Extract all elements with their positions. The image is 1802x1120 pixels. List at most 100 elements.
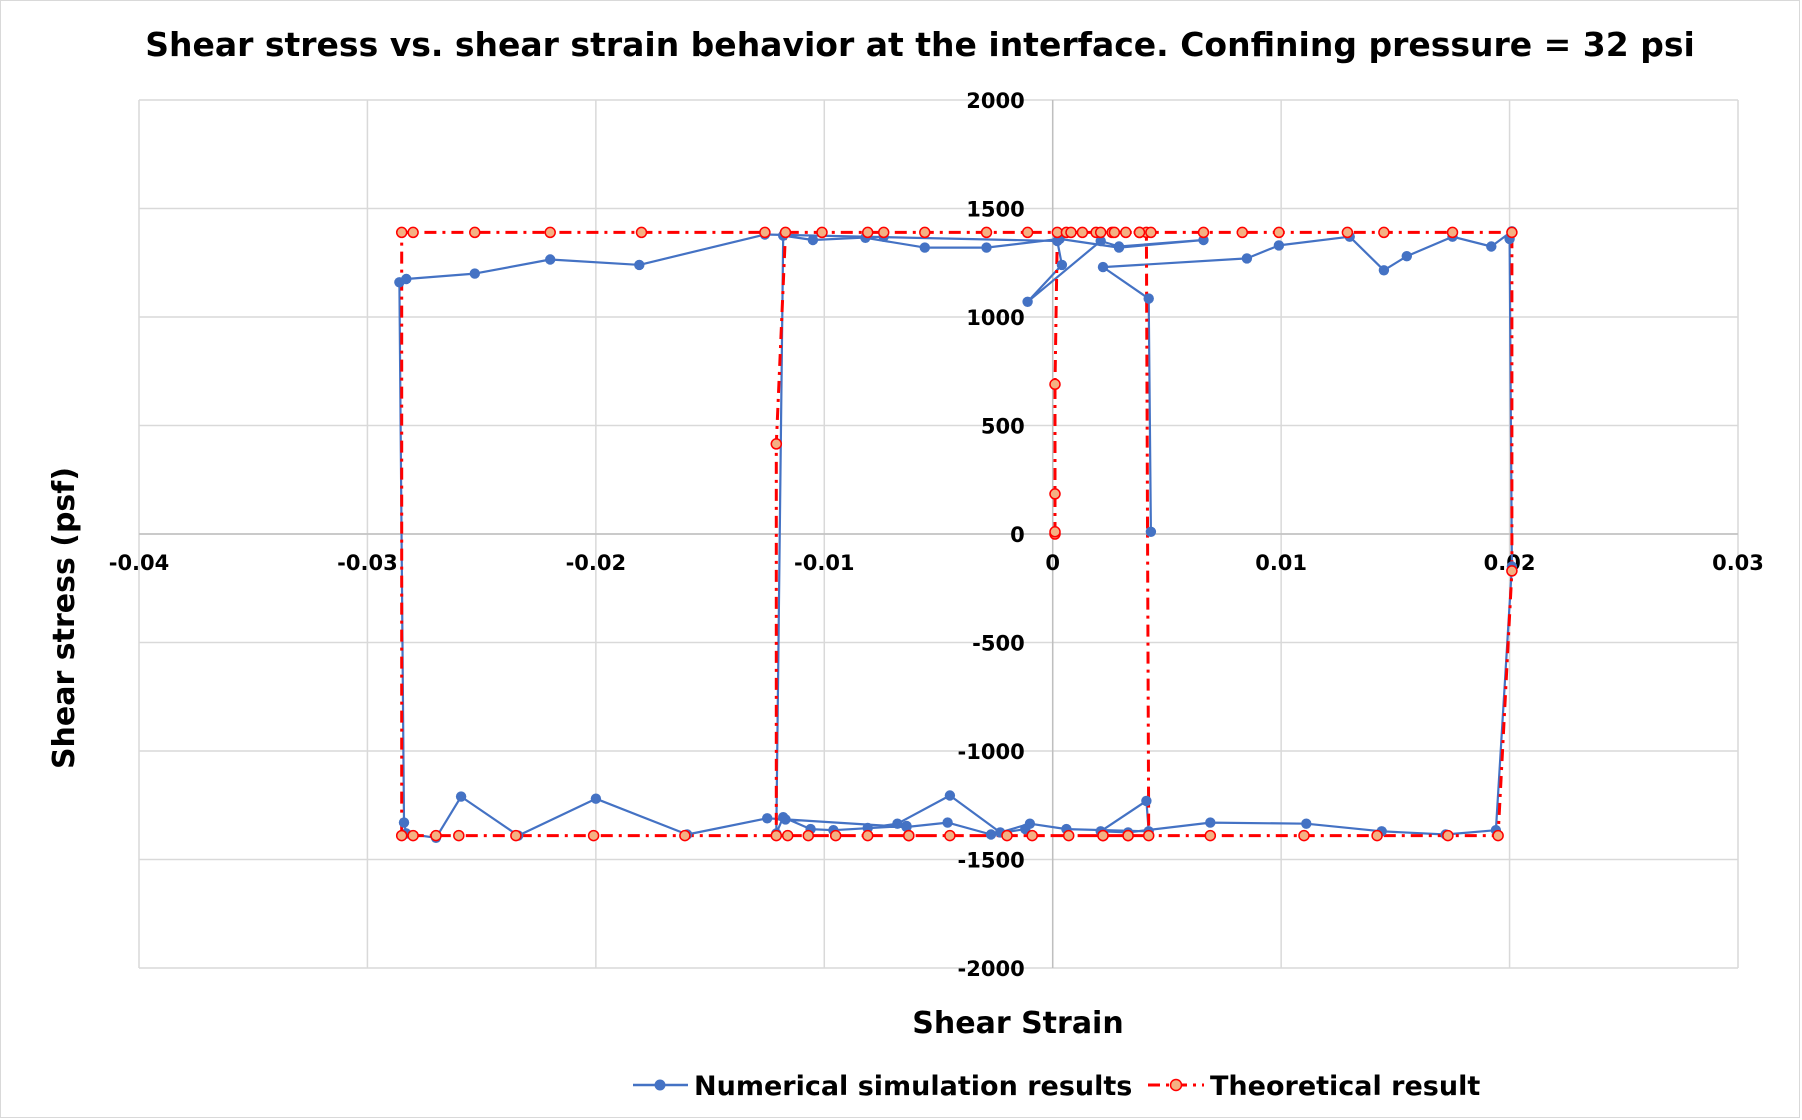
numerical-point <box>1143 293 1154 304</box>
theoretical-point <box>1236 226 1249 239</box>
theoretical-point <box>1506 565 1518 577</box>
theoretical-point <box>759 226 771 239</box>
numerical-point <box>919 242 930 253</box>
theoretical-point <box>1049 378 1061 391</box>
numerical-point <box>985 829 997 840</box>
numerical-point <box>1097 261 1109 273</box>
numerical-point <box>1056 259 1068 271</box>
theoretical-point <box>1021 226 1034 239</box>
y-tick-label: 1000 <box>966 306 1024 330</box>
theoretical-point <box>587 829 600 842</box>
theoretical-point <box>1197 226 1210 239</box>
numerical-point <box>942 817 953 828</box>
theoretical-point <box>1142 829 1155 842</box>
legend-marker-numerical <box>654 1079 666 1091</box>
theoretical-point <box>1108 226 1121 239</box>
numerical-point <box>1301 818 1312 829</box>
x-axis-title: Shear Strain <box>912 1006 1123 1041</box>
numerical-point <box>1113 241 1125 252</box>
y-tick-label: 0 <box>1010 523 1025 547</box>
numerical-point <box>1378 265 1390 276</box>
plot-area: -0.04-0.03-0.02-0.0100.010.020.03-2000-1… <box>109 89 1764 981</box>
numerical-point <box>1141 795 1152 807</box>
theoretical-point <box>1378 226 1390 239</box>
theoretical-point <box>1001 829 1013 842</box>
numerical-point <box>981 242 992 253</box>
numerical-point <box>590 793 602 804</box>
legend-entry-numerical: Numerical simulation results <box>633 1071 1132 1102</box>
numerical-point <box>807 234 819 246</box>
numerical-point <box>545 254 556 265</box>
theoretical-point <box>453 829 465 842</box>
theoretical-point <box>407 829 419 842</box>
theoretical-point <box>1204 829 1217 842</box>
numerical-point <box>455 791 467 802</box>
numerical-point <box>1205 817 1216 828</box>
numerical-point <box>1486 241 1497 252</box>
theoretical-point <box>781 829 794 842</box>
theoretical-point <box>1442 829 1454 842</box>
theoretical-point <box>1065 226 1077 239</box>
theoretical-point <box>1273 226 1285 239</box>
theoretical-point <box>430 829 442 842</box>
theoretical-point <box>395 829 408 842</box>
numerical-point <box>634 259 645 271</box>
theoretical-point <box>1492 829 1504 842</box>
theoretical-point <box>407 226 419 239</box>
theoretical-point <box>816 226 828 239</box>
numerical-point <box>1401 251 1413 262</box>
x-tick-label: 0 <box>1045 551 1060 575</box>
theoretical-point <box>679 829 691 842</box>
numerical-point <box>944 790 956 801</box>
theoretical-point <box>1341 226 1354 239</box>
y-axis-title: Shear stress (psf) <box>47 467 82 769</box>
theoretical-point <box>861 226 874 239</box>
theoretical-point <box>770 829 783 842</box>
theoretical-point <box>903 829 915 842</box>
theoretical-point <box>1371 829 1383 842</box>
theoretical-point <box>770 438 783 450</box>
theoretical-point <box>1076 226 1089 239</box>
y-tick-label: -500 <box>972 632 1025 656</box>
theoretical-point <box>1446 226 1459 239</box>
legend-entry-theoretical: Theoretical result <box>1148 1071 1480 1102</box>
theoretical-point <box>1097 829 1109 842</box>
theoretical-point <box>877 226 890 239</box>
theoretical-point <box>395 226 408 239</box>
x-tick-label: 0.03 <box>1712 551 1764 575</box>
x-tick-label: -0.03 <box>337 551 398 575</box>
x-tick-label: -0.04 <box>109 551 170 575</box>
theoretical-point <box>802 829 815 842</box>
theoretical-point <box>1145 226 1157 239</box>
theoretical-point <box>635 226 648 239</box>
numerical-point <box>1020 823 1031 835</box>
y-tick-label: 2000 <box>966 89 1024 113</box>
numerical-point <box>780 814 791 825</box>
y-tick-label: -1500 <box>958 849 1025 873</box>
legend-marker-theoretical <box>1169 1078 1183 1092</box>
theoretical-point <box>544 226 556 239</box>
theoretical-point <box>779 226 792 239</box>
numerical-point <box>469 268 480 279</box>
numerical-point <box>1052 235 1063 247</box>
numerical-point <box>1022 296 1033 307</box>
x-tick-label: 0.01 <box>1255 551 1307 575</box>
numerical-point <box>1095 235 1106 247</box>
numerical-point <box>398 817 410 828</box>
y-tick-label: 500 <box>981 415 1025 439</box>
theoretical-point <box>944 829 956 842</box>
theoretical-point <box>469 226 481 239</box>
x-tick-label: -0.02 <box>566 551 627 575</box>
theoretical-point <box>1026 829 1038 842</box>
y-tick-label: 1500 <box>966 198 1024 222</box>
legend: Numerical simulation results Theoretical… <box>633 1071 1480 1102</box>
numerical-point <box>1145 526 1157 537</box>
y-tick-label: -2000 <box>958 957 1025 981</box>
theoretical-point <box>1049 526 1061 538</box>
theoretical-point <box>1120 226 1132 239</box>
theoretical-point <box>1298 829 1310 842</box>
theoretical-point <box>980 226 993 239</box>
numerical-point <box>1273 240 1285 251</box>
